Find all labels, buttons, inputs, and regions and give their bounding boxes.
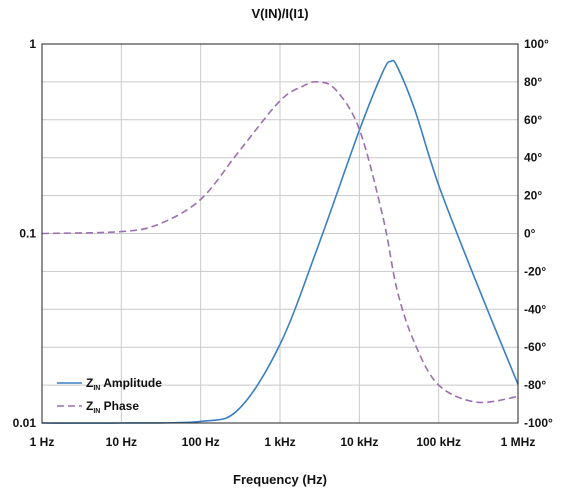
y-left-tick-labels: 0.01 0.1 1 — [13, 37, 37, 430]
x-tick-label: 10 kHz — [340, 435, 378, 449]
y-right-tick-label: -40° — [524, 302, 546, 316]
plot-frame — [41, 43, 519, 424]
x-tick-label: 10 Hz — [106, 435, 137, 449]
y-right-tick-label: 60° — [524, 113, 542, 127]
x-tick-label: 1 kHz — [264, 435, 295, 449]
y-right-tick-label: 100° — [524, 37, 549, 51]
amplitude-series-line — [41, 59, 519, 424]
y-right-tick-label: -100° — [524, 416, 553, 430]
y-right-tick-label: 40° — [524, 151, 542, 165]
x-tick-label: 100 Hz — [182, 435, 220, 449]
legend: ZIN Amplitude ZIN Phase — [57, 376, 162, 415]
x-tick-label: 1 Hz — [30, 435, 55, 449]
x-tick-label: 1 MHz — [501, 435, 536, 449]
chart-title: V(IN)/I(I1) — [251, 6, 308, 21]
y-right-tick-label: 0° — [524, 227, 536, 241]
x-tick-label: 100 kHz — [416, 435, 461, 449]
y-right-tick-label: 20° — [524, 189, 542, 203]
legend-label: ZIN Amplitude — [86, 376, 162, 392]
plot-lines — [41, 59, 519, 424]
y-right-tick-label: -60° — [524, 340, 546, 354]
grid — [42, 44, 518, 423]
y-right-tick-label: -20° — [524, 264, 546, 278]
y-left-tick-label: 0.01 — [13, 416, 37, 430]
x-axis-label: Frequency (Hz) — [233, 472, 327, 487]
y-right-tick-label: -80° — [524, 378, 546, 392]
legend-label: ZIN Phase — [86, 399, 139, 415]
y-left-tick-label: 0.1 — [19, 227, 36, 241]
phase-series-line — [41, 80, 519, 404]
y-right-tick-label: 80° — [524, 75, 542, 89]
y-right-tick-labels: -100° -80° -60° -40° -20° 0° 20° 40° 60° 80° 100° — [524, 37, 553, 430]
x-tick-labels: 1 Hz 10 Hz 100 Hz 1 kHz 10 kHz 100 kHz 1 MHz — [30, 435, 536, 449]
y-left-tick-label: 1 — [29, 37, 36, 51]
